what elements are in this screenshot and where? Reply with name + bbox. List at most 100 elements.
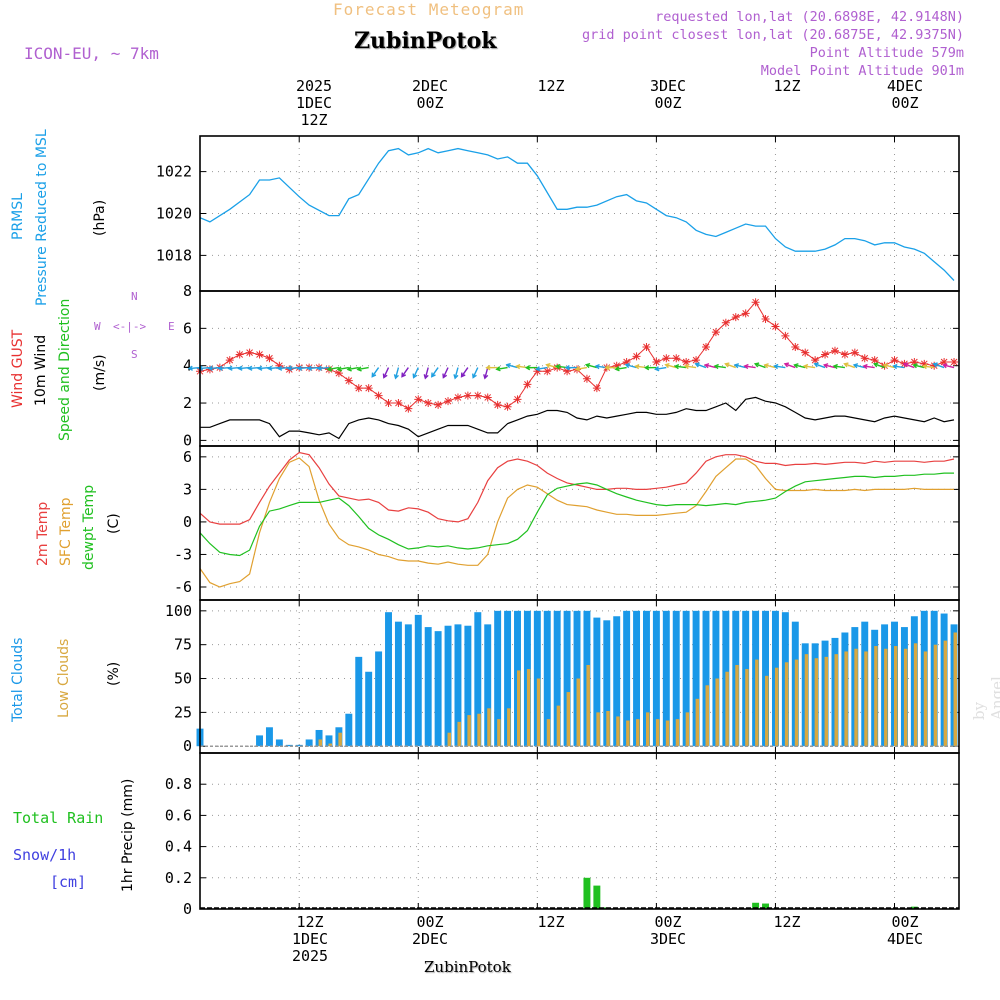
wind-direction-arrow xyxy=(278,366,290,370)
wind-arrow-head xyxy=(207,365,213,371)
location-title: ZubinPotok xyxy=(354,28,497,54)
wind-direction-arrow xyxy=(784,363,796,369)
wind-arrow-head xyxy=(453,374,459,380)
low-cloud-bar xyxy=(774,667,779,747)
wind-arrow-head xyxy=(276,365,283,371)
total-cloud-bar xyxy=(504,610,512,747)
total-cloud-bar xyxy=(672,610,680,747)
wind-direction-arrow xyxy=(714,365,726,369)
gust-point xyxy=(424,399,433,408)
gust-point xyxy=(255,350,264,359)
wind-direction-arrow xyxy=(383,367,390,378)
wind-arrow-head xyxy=(624,362,630,369)
total-cloud-bar xyxy=(404,624,412,747)
wind-direction-arrow xyxy=(258,366,270,370)
top-tick-label: 3DEC 00Z xyxy=(649,77,687,112)
wind-direction-arrow xyxy=(424,367,429,379)
low-cloud-bar xyxy=(318,739,323,747)
low-cloud-bar xyxy=(735,664,739,747)
t2m-series-line xyxy=(199,451,955,525)
total-cloud-bar xyxy=(345,713,353,747)
total-cloud-bar xyxy=(414,614,422,747)
low-cloud-bar xyxy=(814,658,819,747)
wind-direction-arrow xyxy=(774,365,786,369)
wind-arrow-head xyxy=(852,363,859,369)
wind-direction-arrow xyxy=(695,363,707,369)
wind-arrow-head xyxy=(286,365,293,371)
low-cloud-bar xyxy=(804,654,809,747)
wind-direction-arrow xyxy=(675,365,687,369)
total-cloud-bar xyxy=(543,610,551,747)
gust-point xyxy=(622,357,631,366)
total-cloud-bar xyxy=(454,624,462,747)
low-cloud-bar xyxy=(616,716,620,747)
wind-arrow-head xyxy=(594,363,600,370)
low-cloud-bar xyxy=(586,664,590,747)
y-tick-label: 0.8 xyxy=(165,775,192,793)
low-cloud-bar xyxy=(874,646,878,747)
y-tick-label: 100 xyxy=(165,602,192,620)
wind-direction-arrow xyxy=(484,367,489,379)
wind-direction-arrow xyxy=(725,363,737,369)
gust-point xyxy=(811,356,820,365)
wind-arrow-head xyxy=(483,374,489,380)
wind-direction-arrow xyxy=(586,364,598,369)
total-cloud-bar xyxy=(652,610,660,747)
total-cloud-bar xyxy=(662,610,670,747)
low-cloud-bar xyxy=(884,648,888,747)
low-cloud-bar xyxy=(745,669,749,747)
wind-arrow-head xyxy=(882,363,888,369)
rain-bar xyxy=(752,902,760,909)
gust-point xyxy=(821,350,830,359)
total-cloud-bar xyxy=(315,729,323,747)
wind-arrow-head xyxy=(912,363,918,369)
wind-arrow-head xyxy=(932,362,938,368)
low-cloud-bar xyxy=(606,711,610,747)
gust-point xyxy=(950,357,959,366)
point-altitude: Point Altitude 579m xyxy=(809,45,964,61)
total-cloud-bar xyxy=(305,739,313,747)
wind-direction-arrow xyxy=(943,364,955,369)
wind-direction-arrow xyxy=(615,366,627,370)
wind-arrow-head xyxy=(442,373,448,379)
total-cloud-bar xyxy=(256,735,264,747)
gust-point xyxy=(453,393,462,402)
gust-point xyxy=(245,348,254,357)
total-cloud-bar xyxy=(623,610,631,747)
wind-arrow-head xyxy=(371,372,377,378)
panel-frame xyxy=(199,135,960,292)
wind-arrow-head xyxy=(485,365,491,371)
y-tick-label: 6 xyxy=(183,448,192,466)
y-tick-label: 4 xyxy=(183,357,192,375)
wind-direction-arrow xyxy=(371,367,380,377)
y-tick-label: 0.6 xyxy=(165,806,192,824)
closest-coords: grid point closest lon,lat (20.6875E, 42… xyxy=(581,27,964,43)
wind-arrow-head xyxy=(644,365,650,371)
low-cloud-bar xyxy=(705,685,709,747)
wind-direction-arrow xyxy=(268,366,280,370)
wind10-series-line xyxy=(200,396,955,440)
wind-arrow-head xyxy=(412,373,418,379)
low-cloud-bar xyxy=(844,651,848,747)
gust-point xyxy=(682,357,691,366)
rain-bar xyxy=(593,885,601,909)
requested-coords: requested lon,lat (20.6898E, 42.9148N) xyxy=(655,9,964,25)
wind-arrow-head xyxy=(197,365,203,371)
wind-direction-arrow xyxy=(595,365,607,369)
low-cloud-bar xyxy=(903,648,908,747)
gust-point xyxy=(503,402,512,411)
bottom-tick-label: 12Z xyxy=(537,913,565,931)
gust-point xyxy=(870,356,879,365)
y-tick-label: 75 xyxy=(174,636,192,654)
wind-direction-arrow xyxy=(298,366,310,370)
total-cloud-bar xyxy=(325,735,333,747)
wind-direction-arrow xyxy=(575,366,588,370)
y-tick-label: 0 xyxy=(183,900,192,918)
low-cloud-bar xyxy=(566,692,571,747)
wind-direction-arrow xyxy=(635,365,647,369)
total-cloud-bar xyxy=(474,612,482,747)
low-cloud-bar xyxy=(685,712,690,747)
wind-direction-arrow xyxy=(754,363,766,369)
low-cloud-bar xyxy=(854,648,858,747)
total-cloud-bar xyxy=(682,610,690,747)
